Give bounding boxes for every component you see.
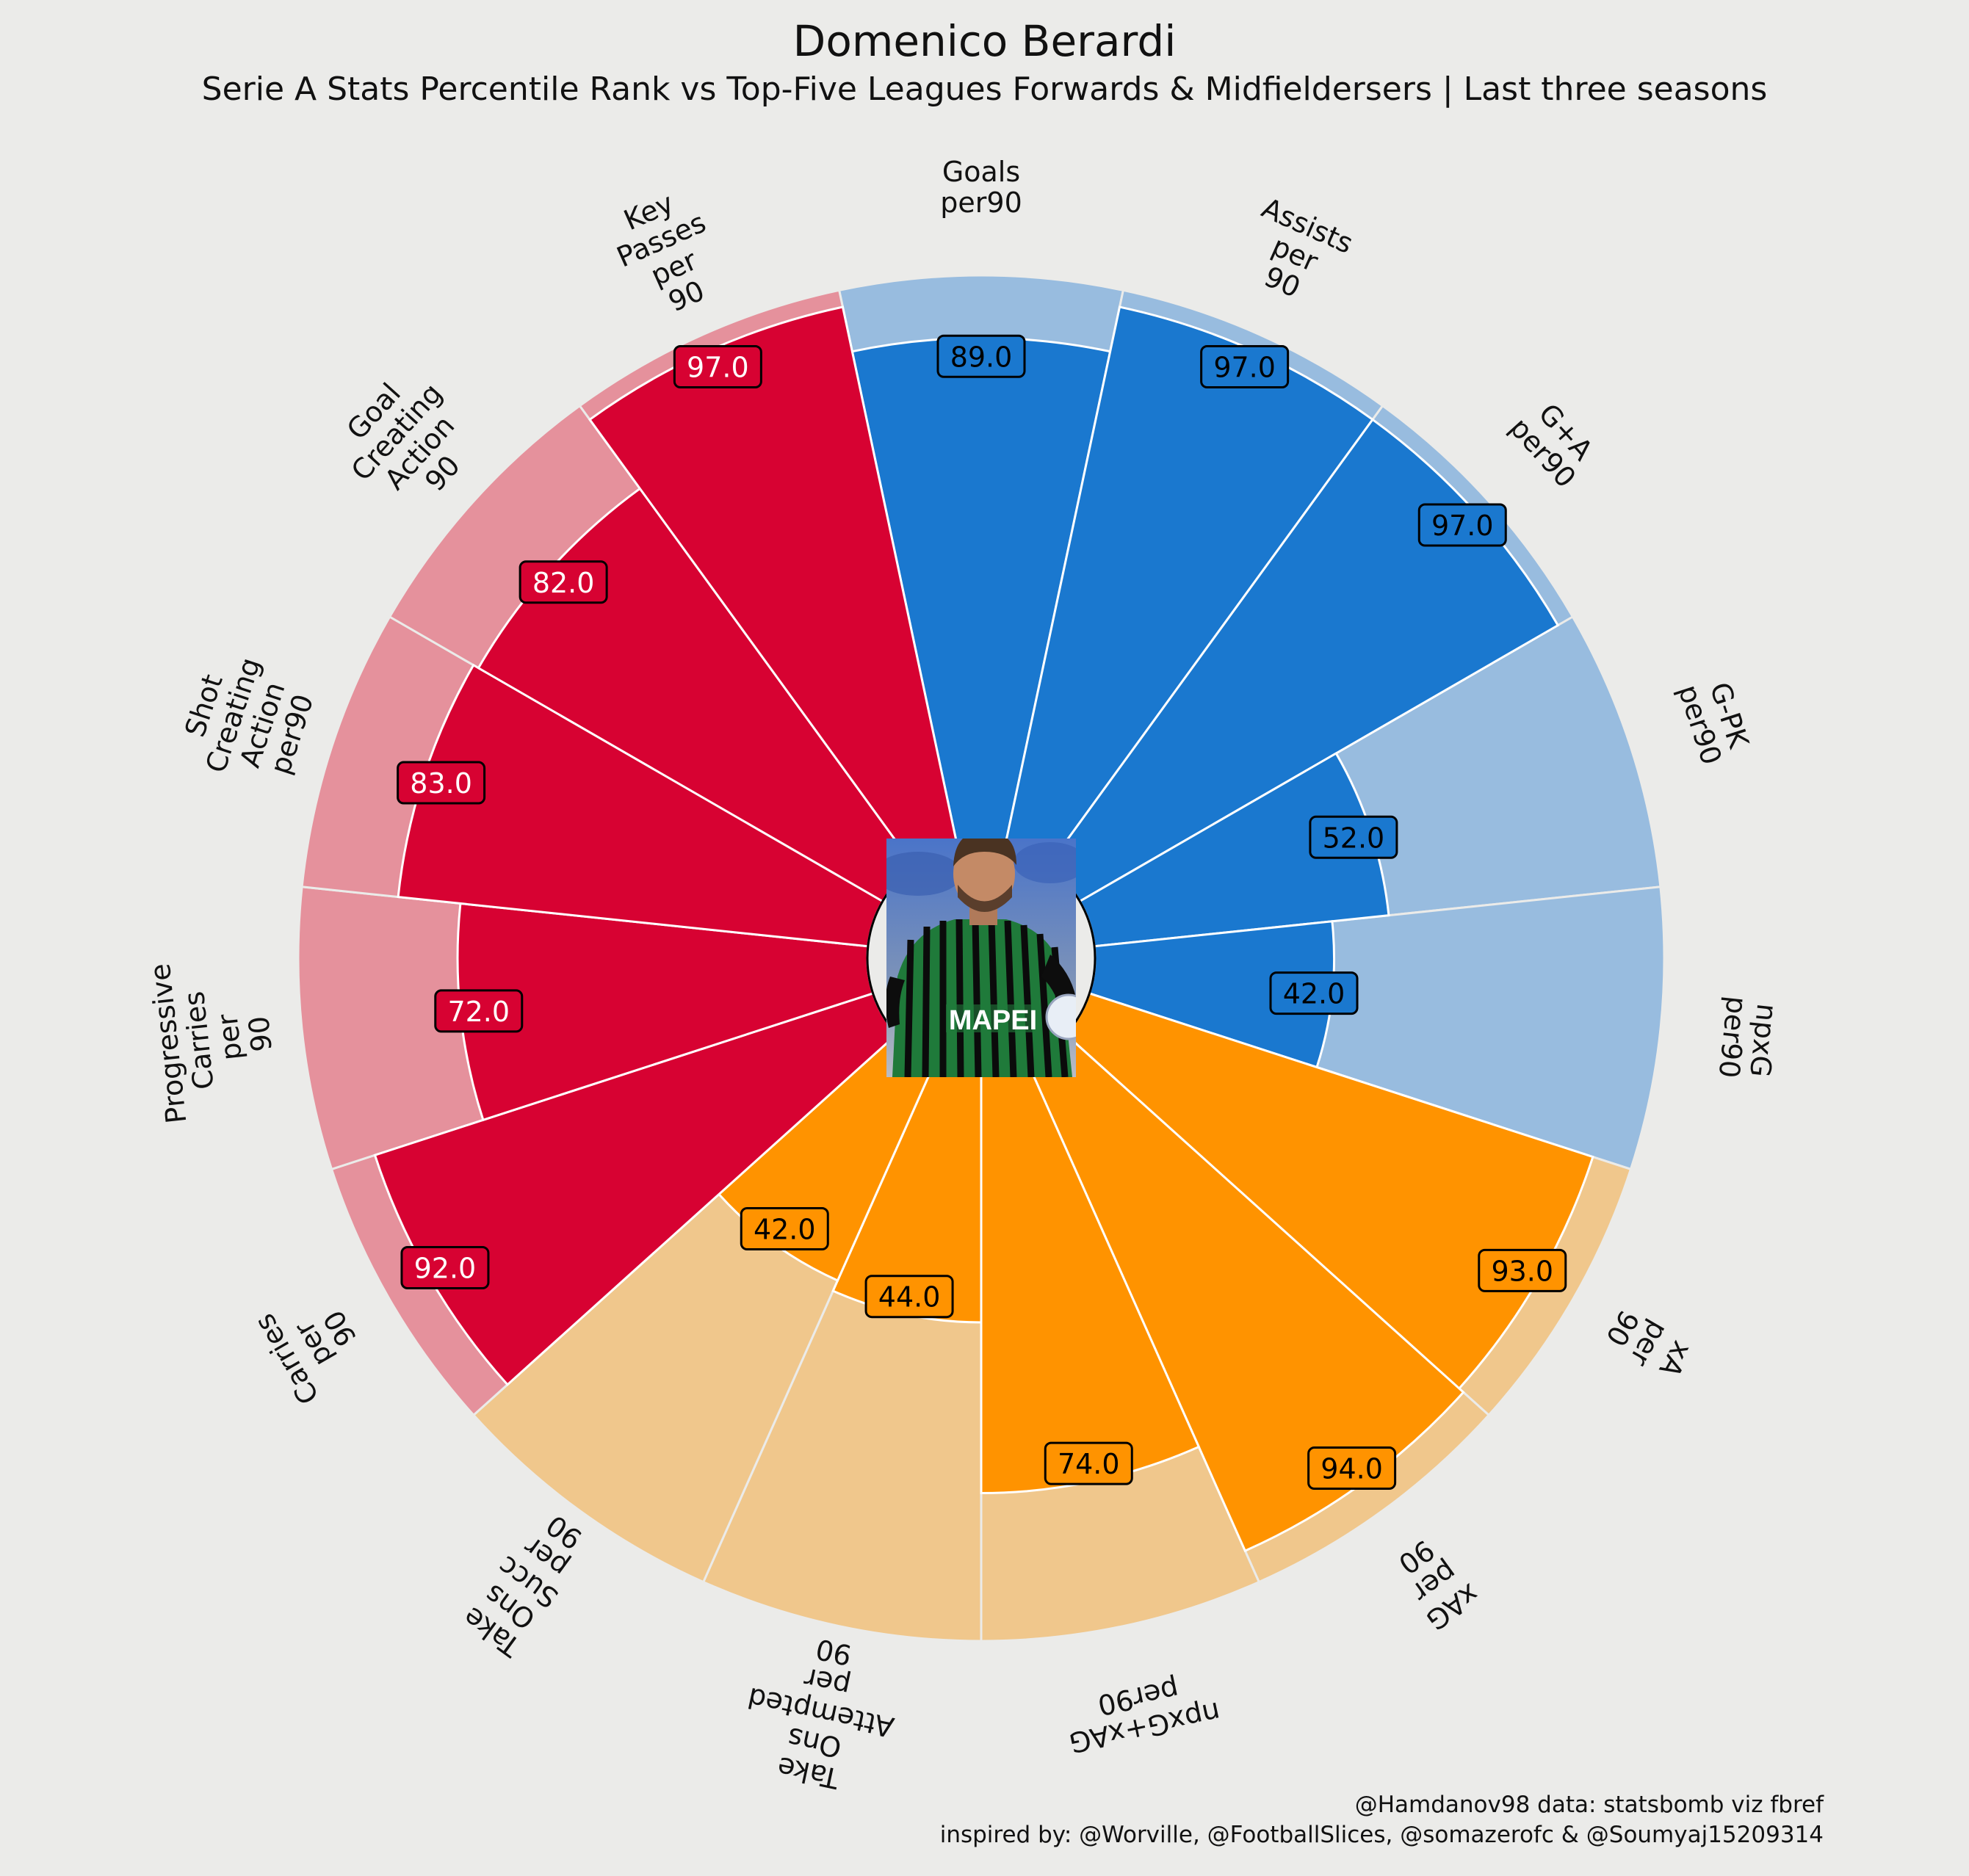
player-photo: MAPEI [886, 839, 1076, 1077]
value-label: 97.0 [673, 344, 762, 388]
value-label: 93.0 [1478, 1248, 1567, 1292]
center-circle-group: MAPEI [866, 839, 1097, 1077]
value-label-box [434, 989, 524, 1033]
value-label-box [400, 1246, 490, 1289]
value-label-text: 97.0 [687, 351, 749, 383]
category-label-line: per90 [940, 186, 1022, 219]
credits: @Hamdanov98 data: statsbomb viz fbref in… [940, 1790, 1824, 1850]
value-slices [373, 305, 1594, 1553]
value-label-text: 92.0 [414, 1253, 477, 1285]
value-label-text: 82.0 [532, 567, 595, 599]
value-label-box [740, 1207, 829, 1251]
category-label: GoalCreatingAction90 [322, 356, 494, 528]
value-label-text: 97.0 [1431, 510, 1494, 542]
value-label-text: 94.0 [1321, 1453, 1383, 1485]
value-label-text: 52.0 [1323, 822, 1385, 854]
value-label: 97.0 [1200, 344, 1290, 388]
category-label: G-PKper90 [1672, 671, 1757, 769]
value-label-text: 93.0 [1491, 1255, 1553, 1287]
value-label-box [1309, 815, 1398, 859]
category-label: TakeOnsSuccper90 [455, 1499, 600, 1664]
value-label-box [1200, 344, 1290, 388]
category-label: xAGper90 [1384, 1527, 1485, 1637]
category-label: npxGper90 [1713, 995, 1784, 1083]
value-label-text: 83.0 [410, 767, 472, 800]
category-label-line: Goals [942, 156, 1020, 188]
value-label: 42.0 [1269, 971, 1359, 1015]
category-label-line: 90 [242, 1015, 278, 1054]
category-label-line: npxG [1744, 1002, 1783, 1079]
value-labels: 89.0 97.0 97.0 52.0 42.0 93.0 94.0 74.0 44.0 42.0… [397, 334, 1567, 1491]
value-label: 52.0 [1309, 815, 1398, 859]
category-label: ProgressiveCarriesper90 [144, 952, 285, 1125]
value-label-box [673, 344, 762, 388]
category-label: ShotCreatingActionper90 [170, 644, 326, 795]
value-label-box [864, 1275, 954, 1319]
value-label: 92.0 [400, 1246, 490, 1289]
category-label: Assistsper90 [1232, 192, 1357, 316]
value-label: 42.0 [740, 1207, 829, 1251]
value-label-text: 89.0 [950, 341, 1013, 373]
category-label: xAper90 [1597, 1300, 1702, 1388]
category-label: KeyPassesper90 [599, 178, 735, 330]
value-label-box [936, 334, 1026, 378]
category-label: Goals per90 [940, 156, 1022, 219]
value-label: 94.0 [1307, 1446, 1397, 1491]
value-label: 82.0 [519, 560, 608, 604]
value-label: 44.0 [864, 1275, 954, 1319]
value-label-text: 42.0 [754, 1214, 816, 1246]
value-label: 72.0 [434, 989, 524, 1033]
value-label: 97.0 [1417, 503, 1507, 547]
value-label-text: 74.0 [1058, 1448, 1120, 1480]
category-label-line: per [211, 1012, 248, 1062]
credits-line-2: inspired by: @Worville, @FootballSlices,… [939, 1822, 1824, 1848]
category-label: npxG+xAGper90 [1060, 1665, 1224, 1759]
category-label-line: 90 [813, 1632, 854, 1671]
value-label: 74.0 [1044, 1441, 1133, 1485]
value-label-box [397, 761, 486, 805]
chart-subtitle: Serie A Stats Percentile Rank vs Top-Fiv… [201, 70, 1768, 108]
value-label: 89.0 [936, 334, 1026, 378]
value-label-box [1478, 1248, 1567, 1292]
value-label-box [1269, 971, 1359, 1015]
value-label-text: 72.0 [447, 996, 510, 1028]
value-label-text: 97.0 [1213, 351, 1276, 383]
value-label-text: 44.0 [878, 1281, 941, 1314]
chart-title: Domenico Berardi [792, 16, 1177, 66]
credits-line-1: @Hamdanov98 data: statsbomb viz fbref [1354, 1792, 1824, 1818]
category-label: TakeOnsAttemptedper90 [732, 1620, 910, 1803]
value-label-box [519, 560, 608, 604]
value-label-text: 42.0 [1283, 978, 1345, 1010]
category-label: G+Aper90 [1503, 391, 1605, 493]
value-label-box [1044, 1441, 1133, 1485]
svg-text:MAPEI: MAPEI [949, 1005, 1037, 1036]
value-label-box [1307, 1446, 1397, 1491]
value-label-box [1417, 503, 1507, 547]
category-label: Carriesper90 [248, 1278, 379, 1410]
value-label: 83.0 [397, 761, 486, 805]
